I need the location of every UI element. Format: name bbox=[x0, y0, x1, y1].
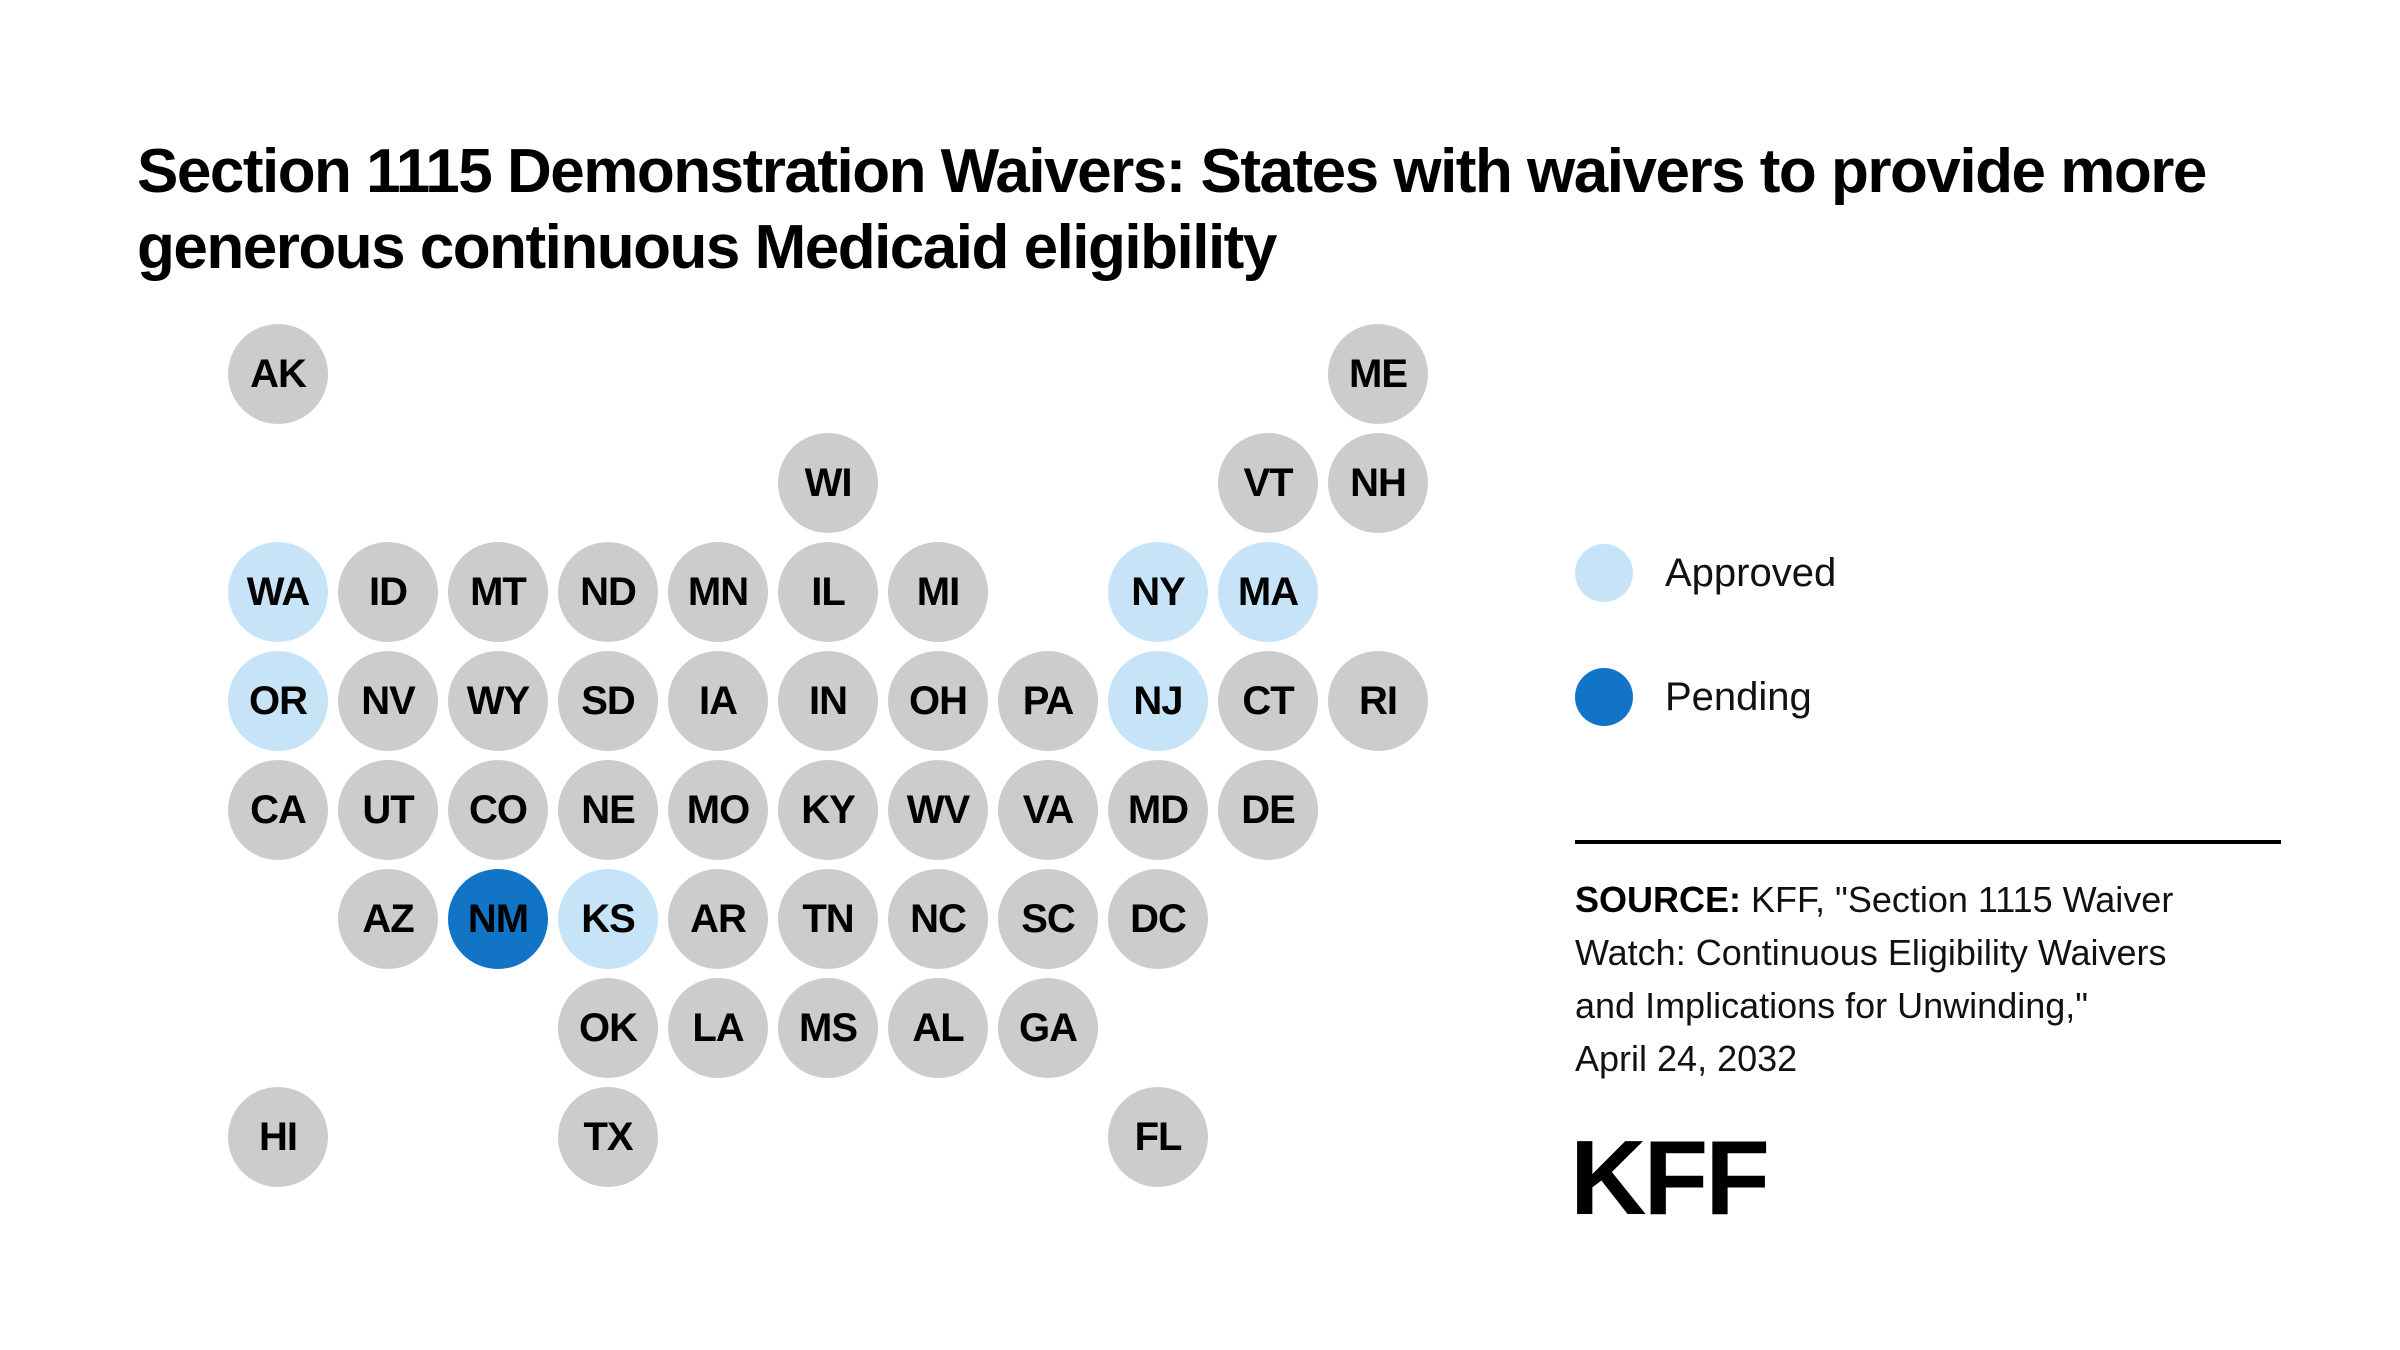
state-tile-TX: TX bbox=[558, 1087, 658, 1187]
legend-item-approved: Approved bbox=[1575, 544, 1836, 602]
state-tile-NC: NC bbox=[888, 869, 988, 969]
state-tile-MD: MD bbox=[1108, 760, 1208, 860]
state-tile-VA: VA bbox=[998, 760, 1098, 860]
state-tile-NV: NV bbox=[338, 651, 438, 751]
state-tile-NM: NM bbox=[448, 869, 548, 969]
state-tile-ME: ME bbox=[1328, 324, 1428, 424]
state-tile-SC: SC bbox=[998, 869, 1098, 969]
source-label: SOURCE: bbox=[1575, 879, 1742, 920]
state-tile-KS: KS bbox=[558, 869, 658, 969]
source-line-2: Watch: Continuous Eligibility Waivers bbox=[1575, 932, 2167, 973]
state-tile-WA: WA bbox=[228, 542, 328, 642]
state-tile-LA: LA bbox=[668, 978, 768, 1078]
state-tile-WI: WI bbox=[778, 433, 878, 533]
source-line-4: April 24, 2032 bbox=[1575, 1038, 1798, 1079]
source-line-3: and Implications for Unwinding," bbox=[1575, 985, 2089, 1026]
state-tile-MO: MO bbox=[668, 760, 768, 860]
state-tile-VT: VT bbox=[1218, 433, 1318, 533]
state-tile-AR: AR bbox=[668, 869, 768, 969]
state-tile-WV: WV bbox=[888, 760, 988, 860]
state-tile-AZ: AZ bbox=[338, 869, 438, 969]
state-tile-IN: IN bbox=[778, 651, 878, 751]
state-tile-HI: HI bbox=[228, 1087, 328, 1187]
page-title: Section 1115 Demonstration Waivers: Stat… bbox=[137, 137, 2207, 282]
state-tile-NY: NY bbox=[1108, 542, 1208, 642]
approved-swatch-icon bbox=[1575, 544, 1633, 602]
state-tile-OK: OK bbox=[558, 978, 658, 1078]
state-tile-NH: NH bbox=[1328, 433, 1428, 533]
state-tile-KY: KY bbox=[778, 760, 878, 860]
state-tile-AL: AL bbox=[888, 978, 988, 1078]
state-tile-OH: OH bbox=[888, 651, 988, 751]
state-tile-CO: CO bbox=[448, 760, 548, 860]
legend-label-pending: Pending bbox=[1665, 674, 1812, 719]
state-tile-ID: ID bbox=[338, 542, 438, 642]
state-tile-UT: UT bbox=[338, 760, 438, 860]
state-tile-MS: MS bbox=[778, 978, 878, 1078]
state-tile-MN: MN bbox=[668, 542, 768, 642]
state-tile-MI: MI bbox=[888, 542, 988, 642]
state-tile-DE: DE bbox=[1218, 760, 1318, 860]
state-tile-GA: GA bbox=[998, 978, 1098, 1078]
state-tile-FL: FL bbox=[1108, 1087, 1208, 1187]
state-tile-WY: WY bbox=[448, 651, 548, 751]
state-tile-map: AK ME WI VT NH WA ID MT ND MN IL MI NY MA OR NV WY SD IA IN… bbox=[228, 324, 1428, 1187]
state-tile-ND: ND bbox=[558, 542, 658, 642]
pending-swatch-icon bbox=[1575, 668, 1633, 726]
state-tile-MT: MT bbox=[448, 542, 548, 642]
state-tile-NJ: NJ bbox=[1108, 651, 1208, 751]
source-note: SOURCE: KFF, "Section 1115 Waiver Watch:… bbox=[1575, 873, 2305, 1085]
legend-label-approved: Approved bbox=[1665, 550, 1837, 595]
state-tile-IA: IA bbox=[668, 651, 768, 751]
state-tile-PA: PA bbox=[998, 651, 1098, 751]
legend-item-pending: Pending bbox=[1575, 668, 1836, 726]
state-tile-IL: IL bbox=[778, 542, 878, 642]
state-tile-DC: DC bbox=[1108, 869, 1208, 969]
state-tile-CT: CT bbox=[1218, 651, 1318, 751]
state-tile-TN: TN bbox=[778, 869, 878, 969]
source-divider bbox=[1575, 840, 2281, 844]
legend: Approved Pending bbox=[1575, 544, 1836, 792]
source-line-1: KFF, "Section 1115 Waiver bbox=[1751, 879, 2174, 920]
state-tile-RI: RI bbox=[1328, 651, 1428, 751]
state-tile-SD: SD bbox=[558, 651, 658, 751]
kff-logo: KFF bbox=[1570, 1119, 1770, 1237]
state-tile-OR: OR bbox=[228, 651, 328, 751]
state-tile-AK: AK bbox=[228, 324, 328, 424]
state-tile-CA: CA bbox=[228, 760, 328, 860]
state-tile-MA: MA bbox=[1218, 542, 1318, 642]
state-tile-NE: NE bbox=[558, 760, 658, 860]
